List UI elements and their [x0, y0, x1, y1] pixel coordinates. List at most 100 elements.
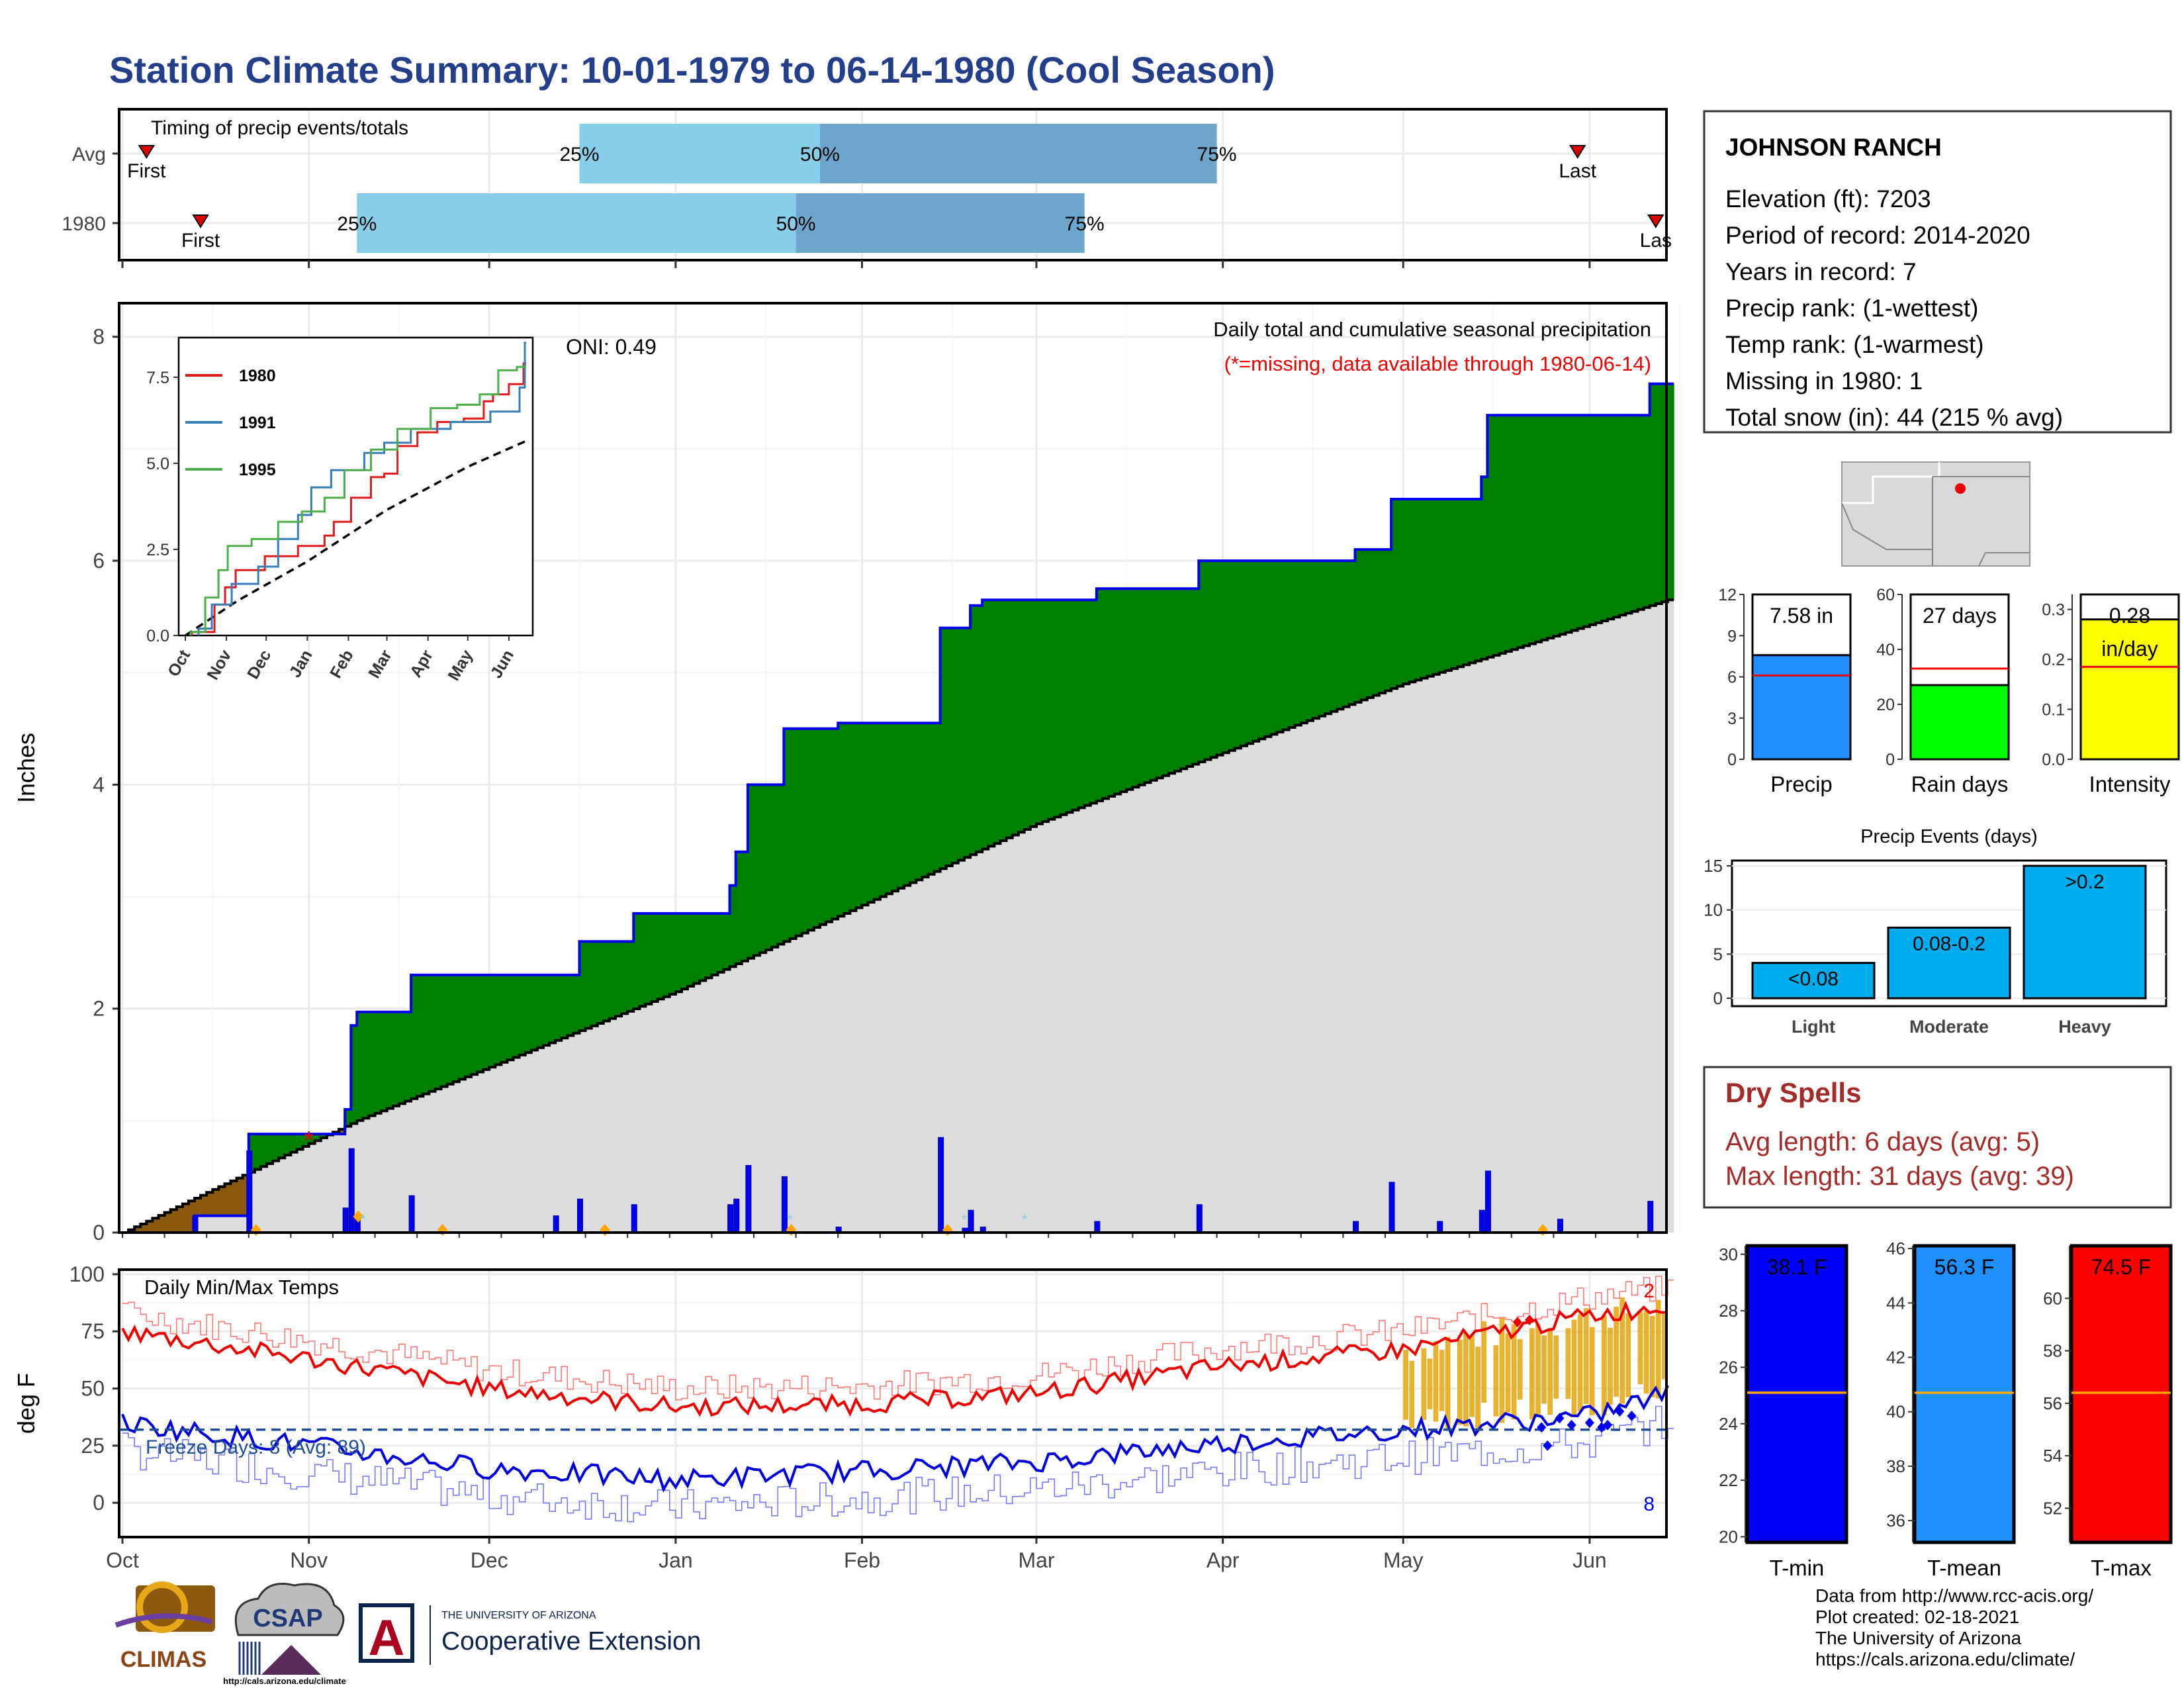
y-tick-label: 6 [93, 549, 105, 573]
daily-precip-bar [938, 1137, 944, 1233]
mini-bar [1751, 654, 1852, 761]
mini-y-tick-label: 12 [1718, 586, 1737, 604]
above-average-area [1649, 383, 1657, 606]
snow-asterisk: * [962, 1211, 968, 1228]
dry-spells-box [1703, 1066, 2172, 1209]
record-range-bar [1505, 1333, 1511, 1413]
month-label: Oct [106, 1548, 139, 1572]
events-bar-label: Moderate [1909, 1017, 1989, 1037]
precip-legend-title: Daily total and cumulative seasonal prec… [1213, 318, 1651, 341]
above-average-area [1493, 415, 1500, 655]
above-average-area [1403, 499, 1410, 684]
climas-logo-swoosh [114, 1613, 213, 1628]
above-average-area [357, 1011, 364, 1121]
timing-bar-50-75 [796, 193, 1085, 253]
events-y-tick-label: 10 [1704, 900, 1723, 920]
station-info-line: Period of record: 2014-2020 [1725, 222, 2030, 249]
events-y-tick-label: 0 [1713, 988, 1723, 1008]
above-average-area [1481, 477, 1488, 659]
above-average-area [1259, 561, 1265, 739]
above-average-area [483, 974, 490, 1070]
below-average-area [128, 1229, 135, 1233]
above-average-area [838, 723, 844, 917]
above-average-area [1096, 588, 1103, 801]
inset-y-tick-label: 7.5 [146, 369, 169, 387]
above-average-area [1265, 561, 1271, 737]
timing-marker-label: First [127, 160, 166, 182]
events-bar-label: Light [1792, 1017, 1835, 1037]
record-range-bar [1565, 1328, 1571, 1399]
above-average-area [1631, 415, 1639, 612]
mini-y-tick-label: 6 [1727, 669, 1737, 687]
timing-title: Timing of precip events/totals [151, 117, 408, 139]
temp-bar [1745, 1244, 1848, 1544]
above-average-area [1222, 561, 1230, 753]
daily-precip-bar [733, 1198, 740, 1233]
above-average-area [801, 728, 809, 933]
record-range-bar [1553, 1335, 1559, 1399]
precip-legend-subtitle: (*=missing, data available through 1980-… [1224, 352, 1651, 375]
record-range-bar [1589, 1327, 1595, 1416]
above-average-area [423, 974, 430, 1094]
above-average-area [501, 974, 508, 1062]
above-average-area [267, 1134, 273, 1164]
above-average-area [1433, 499, 1440, 675]
station-info-line: Years in record: 7 [1725, 258, 1917, 285]
above-average-area [1349, 561, 1356, 705]
below-average-area [242, 1175, 250, 1216]
mini-chart-label: Intensity [2089, 772, 2171, 796]
above-average-area [1271, 561, 1278, 735]
daily-precip-bar [631, 1204, 637, 1233]
above-average-area [790, 728, 797, 939]
below-average-area [188, 1201, 195, 1233]
station-info-line: Precip rank: (1-wettest) [1725, 295, 1978, 322]
above-average-area [1205, 561, 1212, 760]
above-average-area [1312, 561, 1320, 719]
above-average-area [1421, 499, 1428, 679]
below-average-area [339, 1129, 345, 1135]
credit-line: Plot created: 02-18-2021 [1815, 1607, 2019, 1627]
above-average-area [387, 1011, 394, 1109]
mini-y-tick-label: 0.2 [2042, 651, 2065, 669]
temp-y-tick-label: 44 [1886, 1293, 1905, 1313]
csap-logo-mountain [261, 1645, 321, 1675]
above-average-area [609, 941, 616, 1019]
mini-chart-label: Precip [1770, 772, 1833, 796]
daily-precip-bar [553, 1215, 559, 1233]
above-average-area [1367, 549, 1374, 698]
above-average-area [1090, 600, 1097, 804]
temp-bar-value: 74.5 F [2091, 1255, 2152, 1279]
mini-y-tick-label: 0 [1886, 751, 1895, 769]
mini-chart-label: Rain days [1911, 772, 2009, 796]
y-tick-label: 75 [81, 1319, 105, 1343]
precip-panel: * * * * * 0 2 4 6 8 Inches ONI: 0.49 Daily total and… [13, 302, 1681, 1244]
temp-y-tick-label: 60 [2043, 1288, 2062, 1308]
temp-bar [2070, 1244, 2173, 1544]
inset-line-1991 [197, 342, 526, 635]
above-average-area [1614, 415, 1620, 618]
above-average-area [964, 628, 971, 858]
mini-y-tick-label: 60 [1876, 586, 1895, 604]
inset-legend-label: 1980 [239, 367, 276, 385]
below-average-area [224, 1184, 232, 1216]
above-average-area [1547, 415, 1554, 638]
above-average-area [1181, 588, 1187, 769]
snow-asterisk: * [1022, 1211, 1028, 1228]
map-state-border [1841, 502, 1933, 550]
above-average-area [1054, 600, 1061, 818]
above-average-area [1138, 588, 1146, 785]
above-average-area [296, 1134, 304, 1150]
climas-logo-sun [136, 1581, 188, 1633]
above-average-area [633, 913, 640, 1009]
credit-line: https://cals.arizona.edu/climate/ [1815, 1649, 2075, 1669]
temp-y-tick-label: 24 [1719, 1414, 1738, 1434]
above-average-area [1517, 415, 1524, 648]
above-average-area [711, 913, 719, 975]
y-axis-label: deg F [13, 1373, 40, 1434]
above-average-area [1060, 600, 1068, 815]
events-bar-value: >0.2 [2065, 871, 2104, 893]
record-range-bar [1481, 1321, 1487, 1403]
below-average-area [218, 1186, 226, 1216]
temp-y-tick-label: 40 [1886, 1402, 1905, 1422]
temp-bar-value: 56.3 F [1934, 1255, 1995, 1279]
